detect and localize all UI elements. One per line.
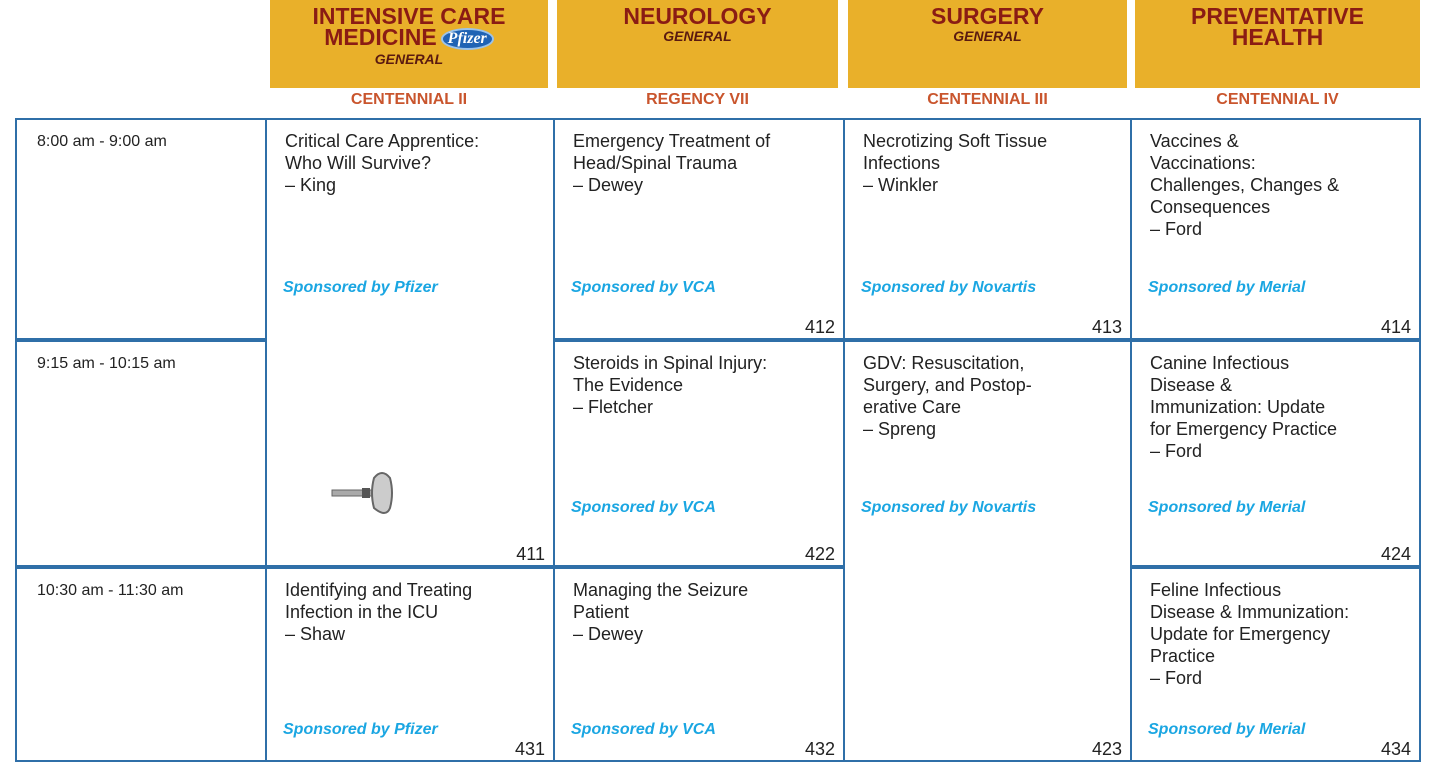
- session-title-line: Canine Infectious: [1150, 353, 1290, 373]
- session-title-line: Critical Care Apprentice:: [285, 131, 480, 151]
- column-title-line: SURGERY: [931, 3, 1044, 29]
- session-sponsor: Sponsored by Merial: [1148, 721, 1306, 738]
- session-speaker: – King: [285, 175, 337, 195]
- session-sponsor: Sponsored by Pfizer: [283, 721, 438, 738]
- session-speaker: – Ford: [1150, 219, 1203, 239]
- session-number: 431: [514, 739, 545, 759]
- session-title-line: Disease &: [1150, 375, 1233, 395]
- room-label: CENTENNIAL III: [927, 91, 1048, 108]
- session-cell: Necrotizing Soft Tissue Infections – Winkl…: [843, 118, 1132, 340]
- session-sponsor: Sponsored by Novartis: [861, 499, 1037, 516]
- session-title-line: Steroids in Spinal Injury:: [573, 353, 768, 373]
- session-title-line: Consequences: [1150, 197, 1271, 217]
- session-number: 414: [1380, 317, 1411, 337]
- session-cell: Steroids in Spinal Injury: The Evidence – …: [553, 340, 845, 567]
- session-title-line: Head/Spinal Trauma: [573, 153, 738, 173]
- session-sponsor: Sponsored by VCA: [571, 279, 716, 296]
- column-header: NEUROLOGY GENERAL: [557, 0, 838, 88]
- session-title-line: for Emergency Practice: [1150, 419, 1338, 439]
- session-title-line: Feline Infectious: [1150, 580, 1282, 600]
- session-speaker: – Winkler: [863, 175, 939, 195]
- session-number: 434: [1380, 739, 1411, 759]
- session-sponsor: Sponsored by Novartis: [861, 279, 1037, 296]
- session-sponsor: Sponsored by Merial: [1148, 279, 1306, 296]
- session-sponsor: Sponsored by Merial: [1148, 499, 1306, 516]
- session-title-line: Patient: [573, 602, 630, 622]
- session-cell: Critical Care Apprentice: Who Will Surviv…: [265, 118, 555, 567]
- session-number: 412: [804, 317, 835, 337]
- session-speaker: – Fletcher: [573, 397, 654, 417]
- session-cell: Feline Infectious Disease & Immunization:…: [1130, 567, 1421, 762]
- session-number: 422: [804, 544, 835, 564]
- column-title-line: INTENSIVE CARE: [312, 3, 506, 29]
- room-label: CENTENNIAL IV: [1216, 91, 1339, 108]
- session-speaker: – Ford: [1150, 668, 1203, 688]
- session-cell: Canine Infectious Disease & Immunization: …: [1130, 340, 1421, 567]
- session-speaker: – Shaw: [285, 624, 346, 644]
- session-cell: Managing the Seizure Patient – Dewey Sponso…: [553, 567, 845, 762]
- room-label: CENTENNIAL II: [350, 91, 468, 108]
- session-title-line: Necrotizing Soft Tissue: [863, 131, 1048, 151]
- session-speaker: – Dewey: [573, 624, 644, 644]
- session-title-line: GDV: Resuscitation,: [863, 353, 1025, 373]
- column-header: INTENSIVE CARE MEDICINE Pfizer GENERAL: [270, 0, 548, 88]
- time-slot: 8:00 am - 9:00 am: [15, 118, 267, 340]
- column-title-line: HEALTH: [1231, 24, 1324, 50]
- column-header: SURGERY GENERAL: [848, 0, 1127, 88]
- key-icon: [331, 472, 393, 514]
- session-sponsor: Sponsored by Pfizer: [283, 279, 438, 296]
- room-label: REGENCY VII: [646, 91, 749, 108]
- session-title-line: The Evidence: [573, 375, 684, 395]
- session-sponsor: Sponsored by VCA: [571, 499, 716, 516]
- session-number: 432: [804, 739, 835, 759]
- session-sponsor: Sponsored by VCA: [571, 721, 716, 738]
- session-title-line: Disease & Immunization:: [1150, 602, 1350, 622]
- session-speaker: – Dewey: [573, 175, 644, 195]
- session-title-line: Infection in the ICU: [285, 602, 439, 622]
- sponsor-logo: Pfizer: [440, 27, 494, 50]
- column-title-line: NEUROLOGY: [623, 3, 772, 29]
- column-title-line: MEDICINE Pfizer: [270, 26, 548, 50]
- session-title-line: Update for Emergency: [1150, 624, 1331, 644]
- session-speaker: – Spreng: [863, 419, 937, 439]
- session-title-line: erative Care: [863, 397, 962, 417]
- session-title-line: Who Will Survive?: [285, 153, 432, 173]
- session-cell: Vaccines & Vaccinations: Challenges, Chang…: [1130, 118, 1421, 340]
- session-number: 424: [1380, 544, 1411, 564]
- session-title-line: Managing the Seizure: [573, 580, 749, 600]
- session-speaker: – Ford: [1150, 441, 1203, 461]
- time-slot: 9:15 am - 10:15 am: [15, 340, 267, 567]
- session-cell: Identifying and Treating Infection in the…: [265, 567, 555, 762]
- session-title-line: Infections: [863, 153, 941, 173]
- time-slot: 10:30 am - 11:30 am: [15, 567, 267, 762]
- session-number: 413: [1091, 317, 1122, 337]
- column-subtitle: GENERAL: [374, 50, 444, 67]
- session-number: 423: [1091, 739, 1122, 759]
- session-title-line: Identifying and Treating: [285, 580, 473, 600]
- session-number: 411: [516, 544, 545, 564]
- session-title-line: Vaccines &: [1150, 131, 1239, 151]
- column-subtitle: GENERAL: [953, 28, 1022, 44]
- session-title-line: Surgery, and Postop-: [863, 375, 1032, 395]
- session-title-line: Vaccinations:: [1150, 153, 1256, 173]
- session-title-line: Practice: [1150, 646, 1216, 666]
- session-title-line: Challenges, Changes &: [1150, 175, 1340, 195]
- session-title-line: Immunization: Update: [1150, 397, 1326, 417]
- session-cell: GDV: Resuscitation, Surgery, and Postop-e…: [843, 340, 1132, 762]
- column-header: PREVENTATIVE HEALTH: [1135, 0, 1420, 88]
- session-cell: Emergency Treatment of Head/Spinal Trauma…: [553, 118, 845, 340]
- column-subtitle: GENERAL: [663, 28, 732, 44]
- column-title-line: PREVENTATIVE: [1191, 3, 1364, 29]
- session-title-line: Emergency Treatment of: [573, 131, 771, 151]
